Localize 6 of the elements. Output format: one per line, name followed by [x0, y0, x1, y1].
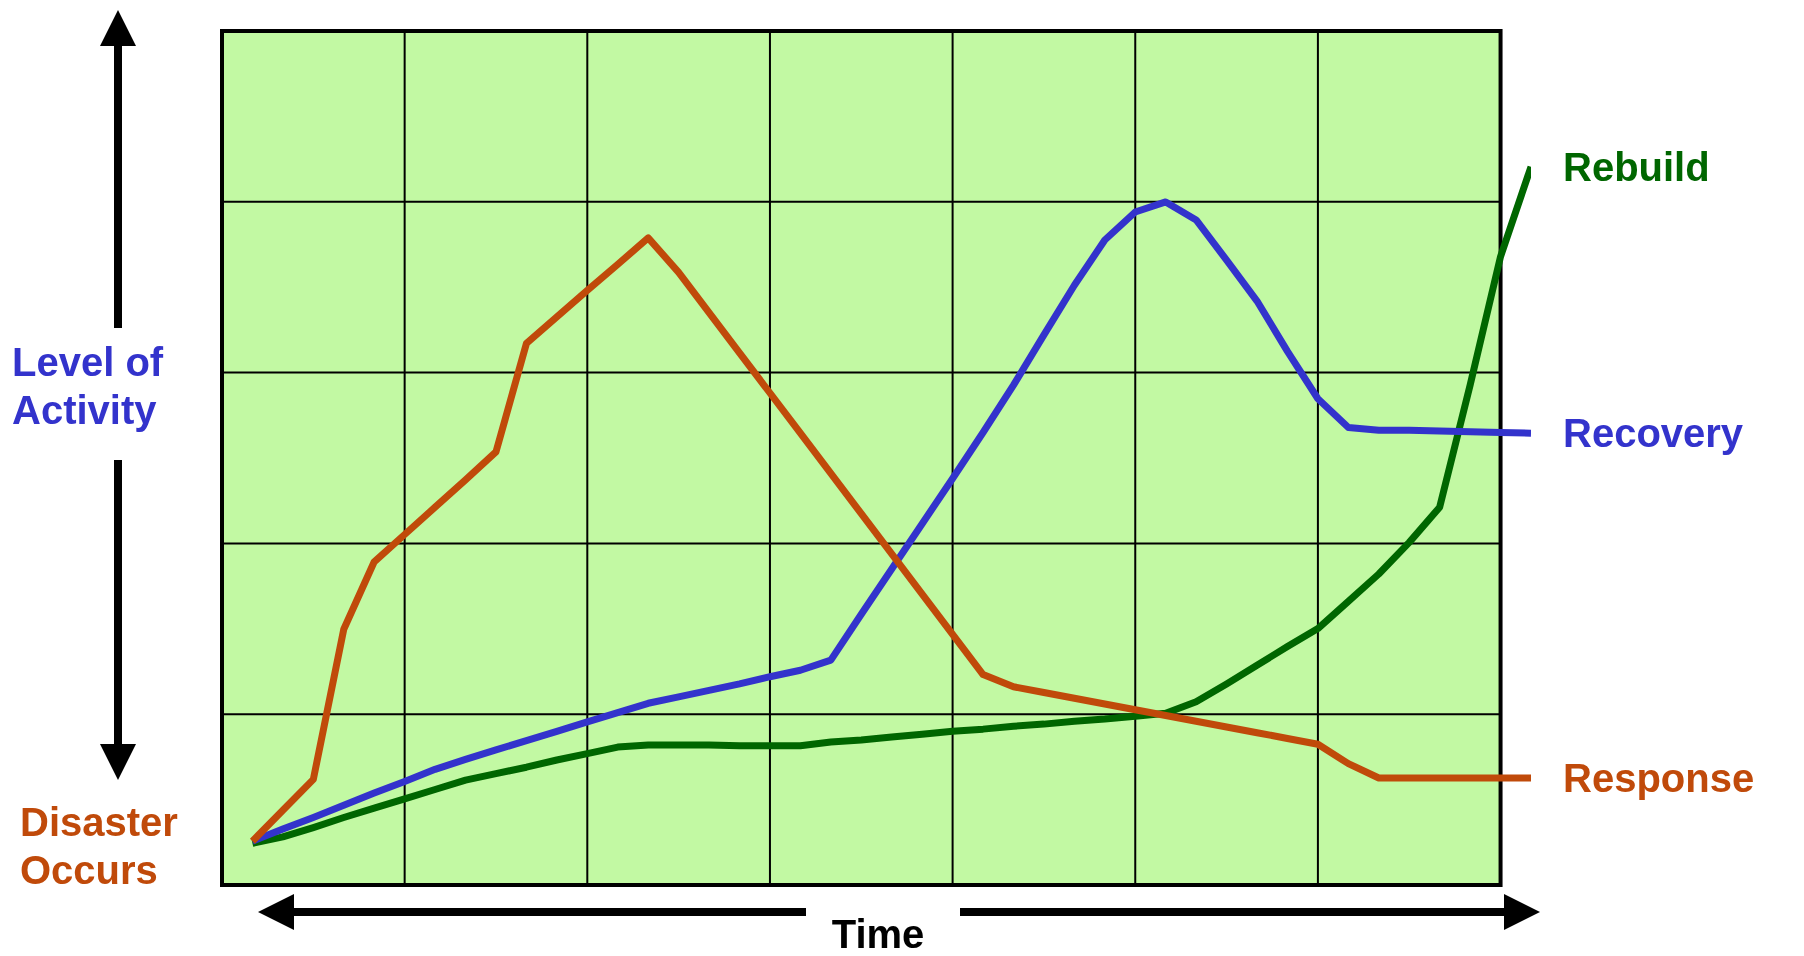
series-label: Rebuild [1563, 144, 1710, 189]
series-label: Response [1563, 755, 1755, 800]
x-axis-title: Time [830, 912, 926, 956]
text: Disaster Occurs [20, 799, 179, 894]
y-axis-title: Level of Activity [12, 339, 165, 434]
series-label: Recovery [1563, 411, 1744, 456]
